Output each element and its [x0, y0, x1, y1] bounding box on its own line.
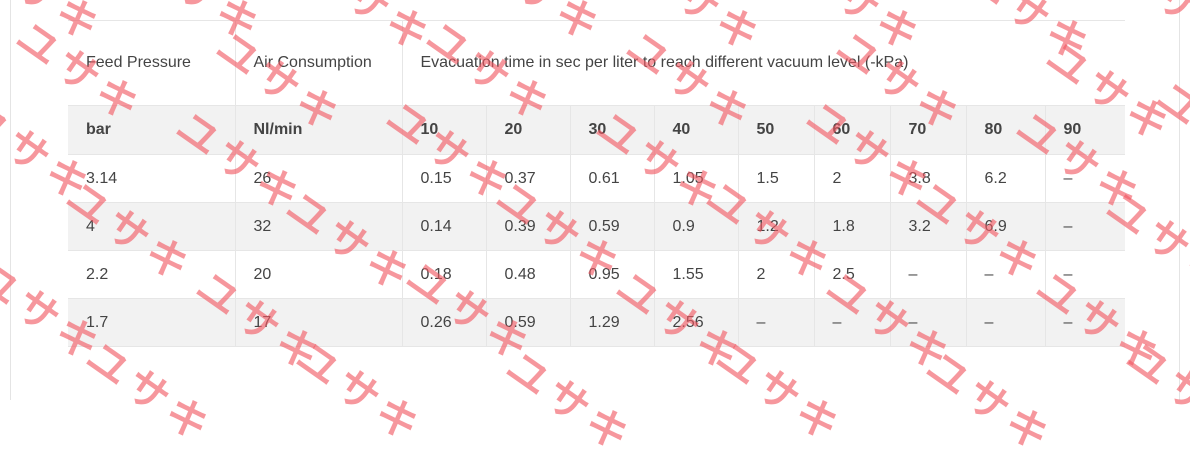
table-row: 1.7 17 0.26 0.59 1.29 2.56 – – – – –: [68, 298, 1126, 347]
unit-cell: 50: [738, 105, 815, 155]
header-air-consumption: Air Consumption: [235, 20, 403, 106]
table-cell: 0.15: [402, 154, 487, 203]
table-cell: 2.56: [654, 298, 739, 347]
unit-cell: Nl/min: [235, 105, 403, 155]
table-cell: –: [966, 298, 1046, 347]
unit-cell: 90: [1045, 105, 1126, 155]
table-cell: 17: [235, 298, 403, 347]
table-cell: 26: [235, 154, 403, 203]
table-cell: 1.2: [738, 202, 815, 251]
table-cell: 6.9: [966, 202, 1046, 251]
table-cell: –: [966, 250, 1046, 299]
unit-cell: 80: [966, 105, 1046, 155]
table-row: 3.14 26 0.15 0.37 0.61 1.05 1.5 2 3.8 6.…: [68, 154, 1126, 203]
table-cell: 32: [235, 202, 403, 251]
table-cell: 0.61: [570, 154, 655, 203]
table-cell: 1.05: [654, 154, 739, 203]
header-evacuation-time: Evacuation time in sec per liter to reac…: [402, 20, 1126, 106]
table-cell: –: [890, 298, 967, 347]
table-cell: 2: [738, 250, 815, 299]
unit-cell: 10: [402, 105, 487, 155]
table-cell: 2: [814, 154, 891, 203]
table-cell: 1.8: [814, 202, 891, 251]
table-unit-row: bar Nl/min 10 20 30 40 50 60 70 80 90: [68, 105, 1126, 155]
unit-cell: 20: [486, 105, 571, 155]
table-cell: –: [1045, 154, 1126, 203]
unit-cell: 30: [570, 105, 655, 155]
table-cell: –: [1045, 298, 1126, 347]
table-cell: –: [890, 250, 967, 299]
table-cell: 1.5: [738, 154, 815, 203]
table-row: 2.2 20 0.18 0.48 0.95 1.55 2 2.5 – – –: [68, 250, 1126, 299]
table-cell: –: [1045, 250, 1126, 299]
table-cell: 2.2: [68, 250, 236, 299]
table-cell: 0.59: [570, 202, 655, 251]
table-cell: 0.14: [402, 202, 487, 251]
table-cell: 0.37: [486, 154, 571, 203]
table-cell: 3.14: [68, 154, 236, 203]
evacuation-time-table: Feed Pressure Air Consumption Evacuation…: [68, 20, 1126, 347]
table-cell: –: [814, 298, 891, 347]
table-header-row: Feed Pressure Air Consumption Evacuation…: [68, 20, 1126, 106]
table-cell: 6.2: [966, 154, 1046, 203]
table-cell: 0.59: [486, 298, 571, 347]
unit-cell: 70: [890, 105, 967, 155]
table-cell: –: [738, 298, 815, 347]
table-cell: 20: [235, 250, 403, 299]
header-feed-pressure: Feed Pressure: [68, 20, 236, 106]
table-row: 4 32 0.14 0.39 0.59 0.9 1.2 1.8 3.2 6.9 …: [68, 202, 1126, 251]
table-cell: 0.18: [402, 250, 487, 299]
unit-cell: bar: [68, 105, 236, 155]
table-cell: 2.5: [814, 250, 891, 299]
table-cell: 1.29: [570, 298, 655, 347]
table-cell: 0.48: [486, 250, 571, 299]
unit-cell: 40: [654, 105, 739, 155]
table-cell: 0.26: [402, 298, 487, 347]
table-cell: 3.2: [890, 202, 967, 251]
table-cell: 0.39: [486, 202, 571, 251]
table-cell: 1.55: [654, 250, 739, 299]
table-cell: 3.8: [890, 154, 967, 203]
unit-cell: 60: [814, 105, 891, 155]
table-cell: –: [1045, 202, 1126, 251]
table-cell: 1.7: [68, 298, 236, 347]
table-cell: 0.95: [570, 250, 655, 299]
table-cell: 0.9: [654, 202, 739, 251]
table-cell: 4: [68, 202, 236, 251]
